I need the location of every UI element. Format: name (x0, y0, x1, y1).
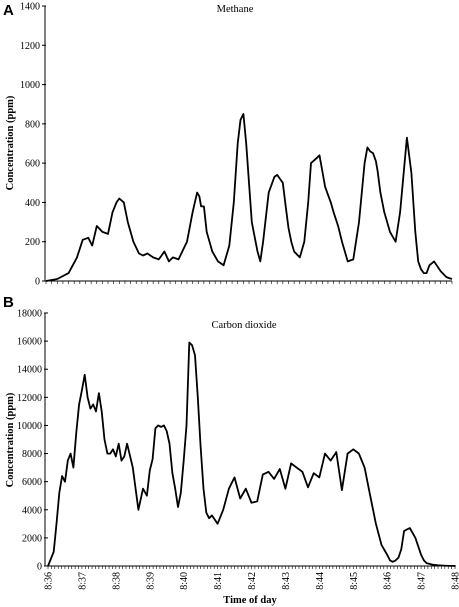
co2-x-ticks: 8:36 8:37 8:38 8:39 8:40 8:41 8:42 8:43 8:44 8:45… (44, 566, 459, 590)
co2-x-tick-label: 8:43 (281, 572, 292, 590)
methane-y-axis-title: Concentration (ppm) (5, 95, 16, 190)
co2-y-tick-label: 10000 (17, 421, 42, 432)
methane-panel: A Methane Concentration (ppm) 0 200 400 600… (3, 2, 453, 288)
methane-y-ticks: 0 200 400 600 800 1000 1200 1400 (20, 2, 46, 288)
methane-y-tick-label: 1200 (20, 41, 40, 52)
co2-chart-title: Carbon dioxide (211, 320, 276, 331)
co2-y-ticks: 0 2000 4000 6000 8000 10000 12000 14000 16000 180… (17, 309, 48, 573)
co2-y-tick-label: 14000 (17, 365, 42, 376)
methane-y-tick-label: 1000 (20, 80, 40, 91)
methane-y-tick-label: 1400 (20, 2, 40, 13)
co2-series-line (47, 341, 455, 567)
co2-y-tick-label: 2000 (22, 533, 42, 544)
methane-y-tick-label: 0 (35, 277, 40, 288)
co2-y-tick-label: 4000 (22, 505, 42, 516)
co2-y-tick-label: 16000 (17, 337, 42, 348)
co2-x-tick-label: 8:40 (179, 572, 190, 590)
co2-y-tick-label: 8000 (22, 449, 42, 460)
co2-x-tick-label: 8:45 (349, 572, 360, 590)
panel-label-b: B (3, 294, 14, 311)
co2-x-tick-label: 8:37 (77, 572, 88, 590)
methane-y-tick-label: 200 (25, 237, 40, 248)
co2-x-tick-label: 8:47 (417, 572, 428, 590)
co2-y-tick-label: 6000 (22, 477, 42, 488)
methane-chart-title: Methane (217, 4, 254, 15)
co2-x-tick-label: 8:36 (44, 572, 55, 590)
co2-x-tick-label: 8:38 (111, 572, 122, 590)
methane-y-tick-label: 600 (25, 159, 40, 170)
methane-series-line (45, 113, 453, 282)
co2-y-tick-label: 18000 (17, 309, 42, 320)
co2-x-tick-label: 8:48 (451, 572, 459, 590)
co2-x-tick-label: 8:42 (247, 572, 258, 590)
co2-x-axis-title: Time of day (223, 595, 277, 606)
methane-x-ticks (45, 281, 453, 284)
co2-y-tick-label: 0 (37, 562, 42, 573)
carbon-dioxide-panel: B Carbon dioxide Concentration (ppm) 0 20… (3, 294, 459, 606)
co2-x-tick-label: 8:44 (315, 572, 326, 590)
methane-y-tick-label: 800 (25, 119, 40, 130)
co2-y-axis-title: Concentration (ppm) (5, 392, 16, 487)
methane-y-tick-label: 400 (25, 198, 40, 209)
panel-label-a: A (3, 2, 14, 19)
co2-x-tick-label: 8:39 (145, 572, 156, 590)
co2-y-tick-label: 12000 (17, 393, 42, 404)
co2-x-tick-label: 8:41 (213, 572, 224, 590)
co2-x-tick-label: 8:46 (383, 572, 394, 590)
